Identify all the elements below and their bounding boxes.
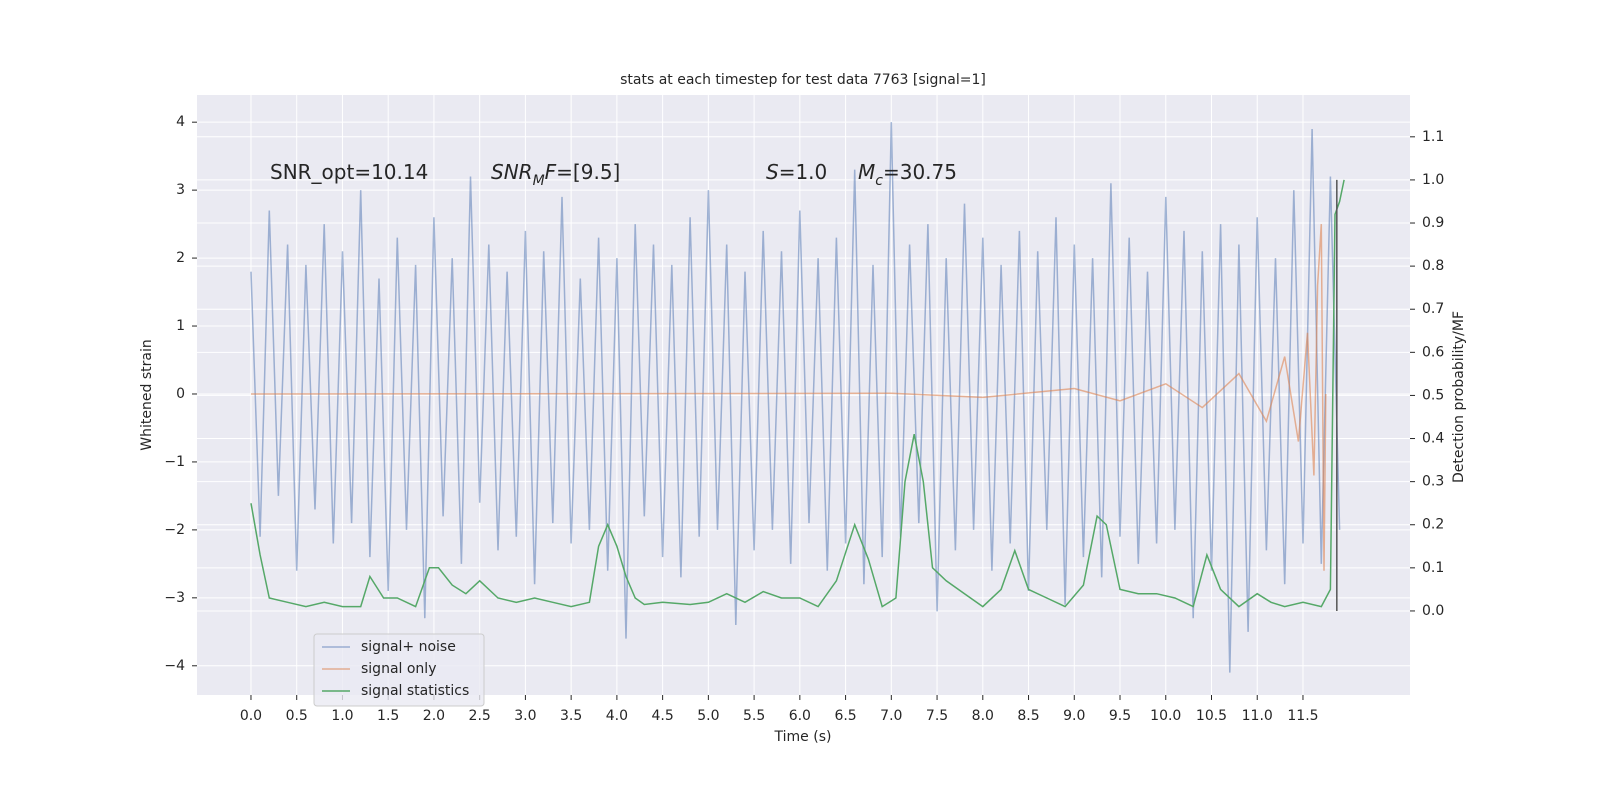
x-tick-label: 9.5 — [1109, 708, 1131, 724]
annotation-part: c — [875, 173, 883, 189]
annotation: Mc=30.75 — [858, 160, 957, 190]
x-tick-label: 7.5 — [926, 708, 948, 724]
y2-axis-label: Detection probability/MF — [1451, 311, 1467, 483]
y2-tick-label: 0.8 — [1422, 258, 1444, 274]
x-axis-label: Time (s) — [774, 729, 832, 745]
x-tick-label: 9.0 — [1063, 708, 1085, 724]
x-tick-label: 2.5 — [469, 708, 491, 724]
x-tick-label: 8.0 — [972, 708, 994, 724]
x-tick-label: 0.5 — [286, 708, 308, 724]
legend-box — [313, 633, 485, 707]
y-tick-label: −2 — [164, 522, 185, 538]
y-tick-label: −1 — [164, 454, 185, 470]
annotation: SNR_opt=10.14 — [270, 160, 428, 184]
annotations: SNR_opt=10.14 SNRMF=[9.5] S=1.0 Mc=30.75 — [270, 160, 957, 190]
grid — [192, 95, 1415, 700]
x-tick-label: 5.0 — [697, 708, 719, 724]
y2-tick-label: 0.0 — [1422, 603, 1444, 619]
legend-label: signal+ noise — [361, 639, 456, 655]
x-tick-label: 10.5 — [1196, 708, 1227, 724]
series-line — [250, 122, 1341, 673]
annotation-part: M — [858, 160, 875, 184]
x-tick-label: 8.5 — [1017, 708, 1039, 724]
x-tick-label: 11.0 — [1242, 708, 1273, 724]
x-tick-label: 1.0 — [331, 708, 353, 724]
x-tick-label: 6.0 — [789, 708, 811, 724]
x-tick-label: 7.0 — [880, 708, 902, 724]
annotation-part: =1.0 — [779, 160, 828, 184]
y2-tick-label: 0.1 — [1422, 560, 1444, 576]
y2-tick-label: 1.0 — [1422, 172, 1444, 188]
annotation-part: F — [545, 160, 557, 184]
annotation-part: S — [766, 160, 779, 184]
marks — [250, 122, 1345, 673]
y2-tick-label: 0.5 — [1422, 387, 1444, 403]
annotation-part: =[9.5] — [556, 160, 620, 184]
annotation-part: SNR_opt=10.14 — [270, 160, 428, 184]
legend-label: signal only — [361, 661, 436, 677]
x-tick-label: 5.5 — [743, 708, 765, 724]
y-tick-label: 0 — [176, 386, 185, 402]
y-tick-label: −4 — [164, 658, 185, 674]
y-axis-label: Whitened strain — [139, 339, 155, 450]
annotation: SNRMF=[9.5] — [491, 160, 620, 190]
y2-tick-label: 1.1 — [1422, 129, 1444, 145]
x-tick-label: 6.5 — [834, 708, 856, 724]
y-tick-label: 2 — [176, 250, 185, 266]
chart-title: stats at each timestep for test data 776… — [620, 72, 986, 88]
x-tick-label: 4.5 — [651, 708, 673, 724]
x-tick-label: 1.5 — [377, 708, 399, 724]
annotation: S=1.0 — [766, 160, 827, 184]
legend-label: signal statistics — [361, 683, 469, 699]
y2-tick-label: 0.3 — [1422, 474, 1444, 490]
series-line — [250, 224, 1327, 571]
annotation-part: SNR — [491, 160, 533, 184]
y2-tick-label: 0.7 — [1422, 301, 1444, 317]
x-tick-label: 4.0 — [606, 708, 628, 724]
y-tick-label: −3 — [164, 590, 185, 606]
x-tick-label: 0.0 — [240, 708, 262, 724]
annotation-part: =30.75 — [883, 160, 957, 184]
y-tick-label: 3 — [176, 182, 185, 198]
y2-tick-label: 0.9 — [1422, 215, 1444, 231]
y-tick-label: 4 — [176, 114, 185, 130]
x-tick-label: 11.5 — [1287, 708, 1318, 724]
x-tick-label: 3.0 — [514, 708, 536, 724]
legend: signal+ noise signal only signal statistic… — [313, 633, 485, 707]
y-tick-label: 1 — [176, 318, 185, 334]
x-tick-label: 3.5 — [560, 708, 582, 724]
y2-tick-label: 0.2 — [1422, 517, 1444, 533]
y2-tick-label: 0.4 — [1422, 431, 1444, 447]
x-tick-label: 2.0 — [423, 708, 445, 724]
series-line — [250, 179, 1345, 608]
y2-tick-label: 0.6 — [1422, 344, 1444, 360]
annotation-part: M — [533, 173, 545, 189]
x-tick-label: 10.0 — [1150, 708, 1181, 724]
